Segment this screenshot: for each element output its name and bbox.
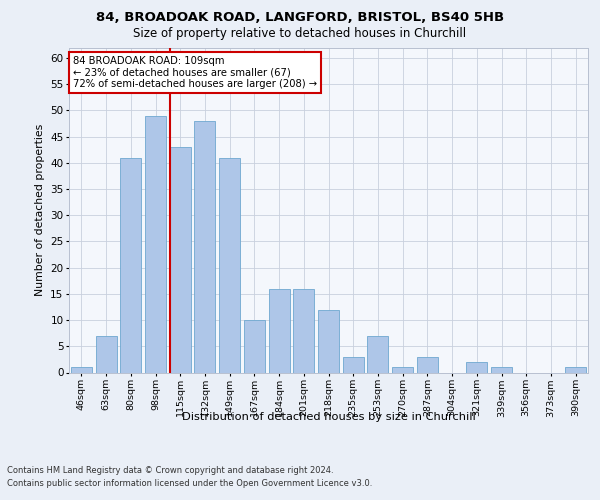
Bar (343, 357, 364, 372)
Text: 84 BROADOAK ROAD: 109sqm
← 23% of detached houses are smaller (67)
72% of semi-d: 84 BROADOAK ROAD: 109sqm ← 23% of detach… (73, 56, 317, 89)
Text: Size of property relative to detached houses in Churchill: Size of property relative to detached ho… (133, 28, 467, 40)
Bar (170, 147, 191, 372)
Bar (293, 288, 314, 372)
Text: Distribution of detached houses by size in Churchill: Distribution of detached houses by size … (182, 412, 476, 422)
Bar (466, 362, 487, 372)
Bar (219, 158, 240, 372)
Bar (244, 320, 265, 372)
Bar (120, 158, 141, 372)
Bar (491, 368, 512, 372)
Bar (392, 368, 413, 372)
Bar (565, 368, 586, 372)
Text: Contains public sector information licensed under the Open Government Licence v3: Contains public sector information licen… (7, 479, 373, 488)
Bar (95, 336, 116, 372)
Bar (417, 357, 438, 372)
Bar (194, 121, 215, 372)
Y-axis label: Number of detached properties: Number of detached properties (35, 124, 44, 296)
Text: 84, BROADOAK ROAD, LANGFORD, BRISTOL, BS40 5HB: 84, BROADOAK ROAD, LANGFORD, BRISTOL, BS… (96, 11, 504, 24)
Text: Contains HM Land Registry data © Crown copyright and database right 2024.: Contains HM Land Registry data © Crown c… (7, 466, 334, 475)
Bar (145, 116, 166, 372)
Bar (71, 368, 92, 372)
Bar (269, 288, 290, 372)
Bar (367, 336, 388, 372)
Bar (318, 310, 339, 372)
